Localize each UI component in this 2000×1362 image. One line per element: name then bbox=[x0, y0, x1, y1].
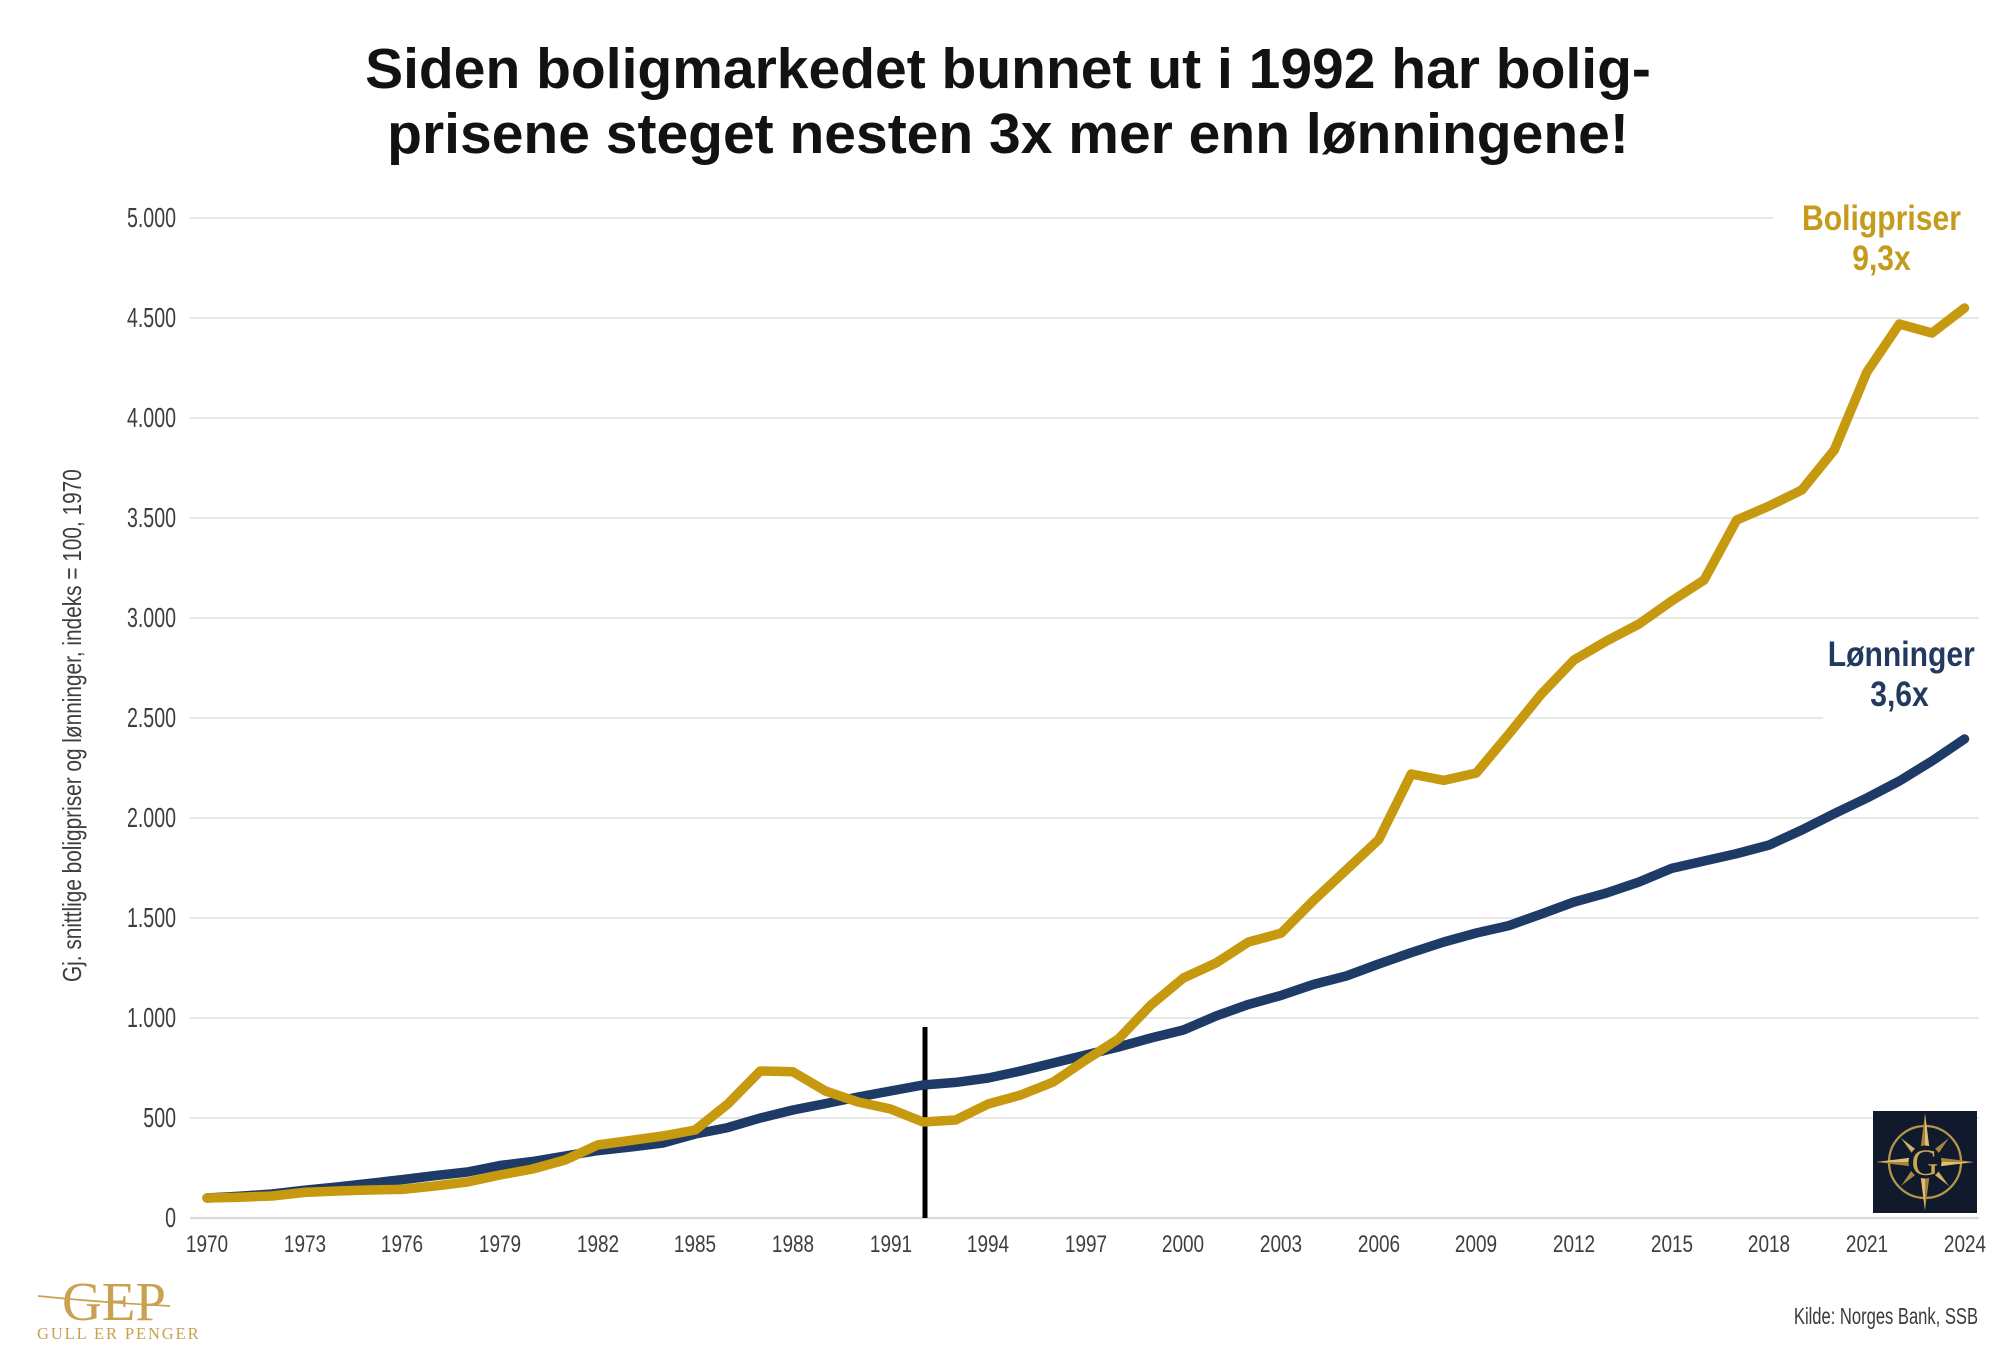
svg-text:GULL ER PENGER: GULL ER PENGER bbox=[37, 1324, 200, 1343]
svg-text:G: G bbox=[1912, 1143, 1939, 1184]
svg-text:GEP: GEP bbox=[62, 1271, 166, 1332]
